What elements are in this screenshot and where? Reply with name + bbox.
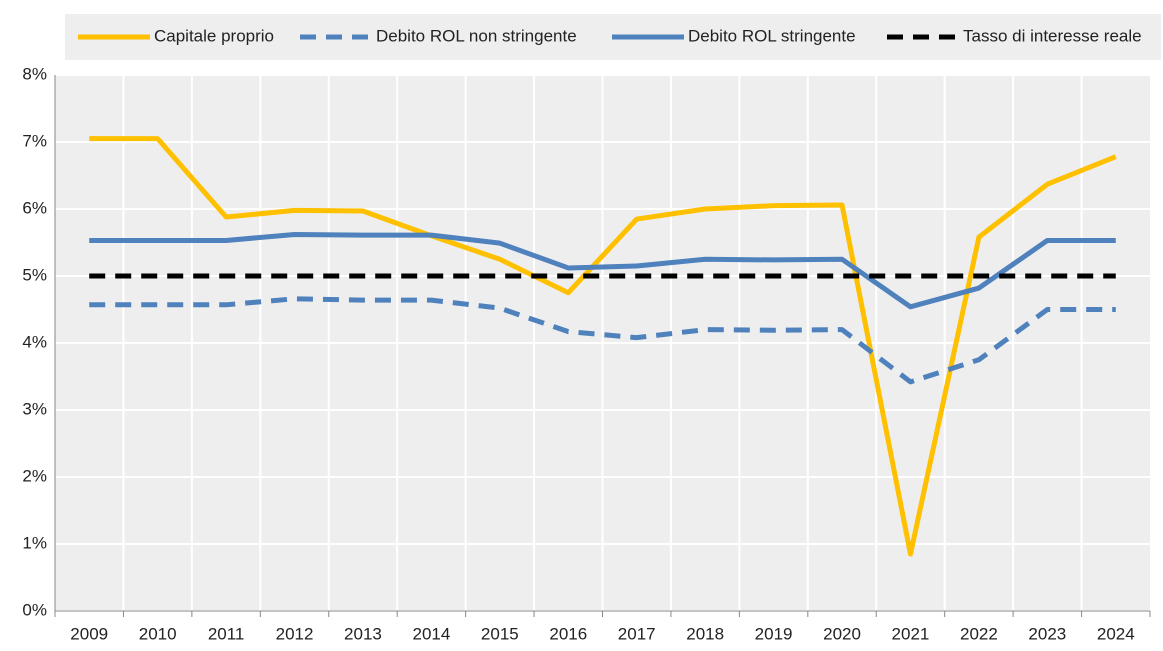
- y-tick-label: 8%: [22, 64, 47, 83]
- series-line: [89, 296, 1116, 385]
- y-tick-label: 6%: [22, 198, 47, 217]
- x-tick-label: 2010: [139, 624, 177, 643]
- y-tick-label: 7%: [22, 131, 47, 150]
- x-tick-label: 2016: [549, 624, 587, 643]
- x-tick-label: 2013: [344, 624, 382, 643]
- x-tick-label: 2019: [755, 624, 793, 643]
- y-tick-label: 2%: [22, 466, 47, 485]
- x-tick-label: 2023: [1028, 624, 1066, 643]
- y-tick-label: 1%: [22, 533, 47, 552]
- legend-label: Debito ROL stringente: [688, 26, 856, 45]
- x-tick-label: 2024: [1097, 624, 1135, 643]
- y-tick-label: 4%: [22, 332, 47, 351]
- x-tick-label: 2014: [412, 624, 450, 643]
- x-tick-label: 2018: [686, 624, 724, 643]
- x-tick-label: 2011: [208, 624, 245, 643]
- x-tick-label: 2017: [618, 624, 656, 643]
- x-tick-label: 2009: [70, 624, 108, 643]
- x-tick-label: 2015: [481, 624, 519, 643]
- legend-label: Capitale proprio: [154, 26, 274, 45]
- y-tick-label: 5%: [22, 265, 47, 284]
- legend-label: Debito ROL non stringente: [376, 26, 577, 45]
- x-tick-label: 2020: [823, 624, 861, 643]
- y-tick-label: 0%: [22, 600, 47, 619]
- x-tick-label: 2012: [276, 624, 314, 643]
- y-tick-label: 3%: [22, 399, 47, 418]
- x-tick-label: 2021: [892, 624, 930, 643]
- x-tick-label: 2022: [960, 624, 998, 643]
- legend-label: Tasso di interesse reale: [963, 26, 1142, 45]
- series-line: [89, 136, 1117, 557]
- series-line: [89, 231, 1116, 310]
